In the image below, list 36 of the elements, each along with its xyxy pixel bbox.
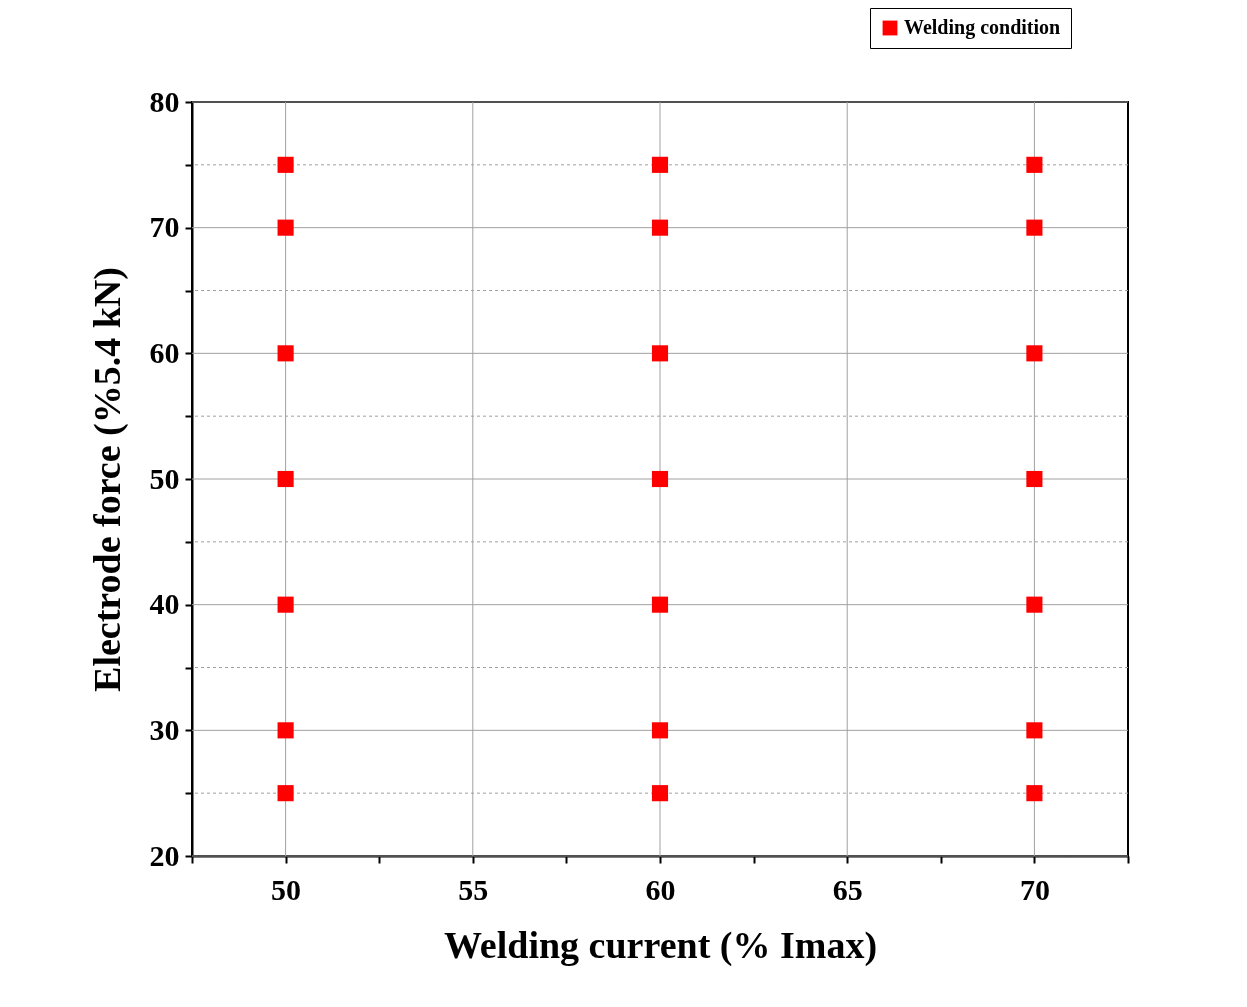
point xyxy=(1026,470,1043,488)
x-axis-title: Welding current (% Imax) xyxy=(443,923,878,967)
point xyxy=(1026,785,1043,802)
point xyxy=(651,596,669,613)
y-tick-label: 30 xyxy=(149,712,180,746)
point xyxy=(277,156,294,173)
point xyxy=(651,785,669,802)
point xyxy=(1026,596,1043,613)
point xyxy=(651,470,669,488)
y-tick-label: 20 xyxy=(149,838,180,872)
y-tick-label: 60 xyxy=(149,335,180,369)
point xyxy=(277,219,294,236)
point xyxy=(277,722,294,739)
point xyxy=(651,345,669,362)
point xyxy=(277,345,294,362)
point xyxy=(1026,345,1043,362)
y-tick-label: 50 xyxy=(149,461,180,495)
y-tick-label: 80 xyxy=(149,84,180,118)
x-tick-label: 65 xyxy=(832,872,863,906)
x-tick-label: 60 xyxy=(645,872,676,906)
point xyxy=(1026,722,1043,739)
x-tick-label: 50 xyxy=(271,872,302,906)
point xyxy=(651,156,669,173)
point xyxy=(277,596,294,613)
point xyxy=(1026,219,1043,236)
legend-label: Welding condition xyxy=(904,16,1061,39)
y-axis-title: Electrode force (%5.4 kN) xyxy=(85,267,129,692)
point xyxy=(651,722,669,739)
y-tick-label: 40 xyxy=(149,587,180,621)
point xyxy=(277,785,294,802)
x-tick-label: 70 xyxy=(1019,872,1050,906)
point xyxy=(1026,156,1043,173)
point xyxy=(651,219,669,236)
x-tick-label: 55 xyxy=(458,872,489,906)
y-tick-label: 70 xyxy=(149,210,180,244)
point xyxy=(277,470,294,488)
